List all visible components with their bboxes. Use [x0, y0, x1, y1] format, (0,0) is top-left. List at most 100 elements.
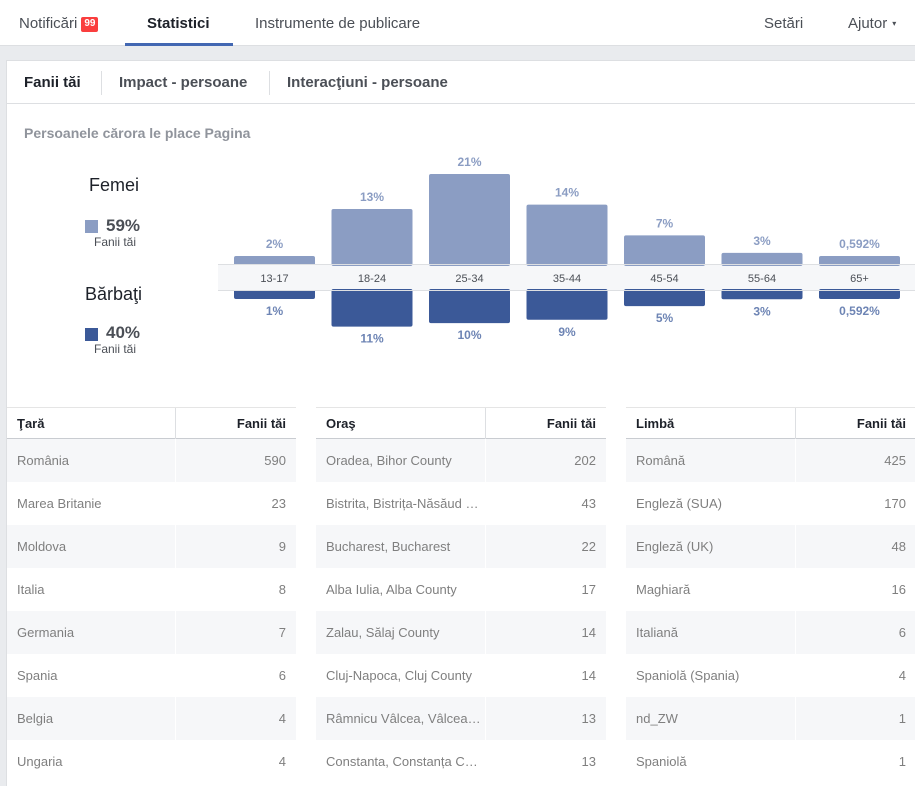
male-bar[interactable] [819, 289, 900, 299]
age-band-overlay [218, 264, 915, 291]
age-tick-label: 25-34 [455, 273, 483, 285]
female-swatch [85, 220, 98, 233]
female-bar[interactable] [526, 204, 608, 266]
people-subtabs: Fanii tăi Impact - persoane Interacţiuni… [7, 61, 915, 104]
male-bar-label: 1% [266, 304, 284, 318]
male-bar[interactable] [721, 289, 803, 300]
fan-count: 6 [898, 625, 906, 640]
male-bar[interactable] [526, 289, 608, 320]
tab-insights[interactable]: Statistici [147, 15, 210, 32]
female-bar-label: 14% [555, 186, 579, 200]
age-tick-label: 55-64 [748, 273, 776, 285]
table-header: Ţară Fanii tăi [7, 407, 296, 439]
active-tab-indicator [125, 43, 233, 46]
male-bar[interactable] [331, 289, 413, 327]
city-column-header[interactable]: Oraş [326, 416, 356, 431]
male-bar[interactable] [234, 289, 315, 299]
table-body: România 590 Marea Britanie 23 Moldova 9 Italia… [7, 439, 296, 783]
language-name: Maghiară [636, 582, 691, 597]
fan-count: 202 [574, 453, 596, 468]
country-column-header[interactable]: Ţară [17, 416, 45, 431]
section-title: Persoanele cărora le place Pagina [24, 125, 251, 141]
female-bar-label: 13% [360, 190, 384, 204]
female-bar[interactable] [234, 256, 315, 266]
help-menu[interactable]: Ajutor ▾ [848, 0, 896, 46]
column-divider [795, 482, 796, 525]
fan-count: 425 [884, 453, 906, 468]
language-table: Limbă Fanii tăi Română 425 Engleză (SUA) 170 E… [626, 407, 915, 786]
female-bar[interactable] [624, 235, 705, 266]
country-name: Ungaria [17, 754, 63, 769]
column-divider [485, 697, 486, 740]
table-row: Spaniolă 1 [626, 740, 915, 783]
city-name: Râmnicu Vâlcea, Vâlcea County [326, 711, 481, 726]
city-name: Zalau, Sălaj County [326, 625, 440, 640]
fan-count: 23 [271, 496, 286, 511]
top-navigation: Notificări 99 Statistici Instrumente de p… [0, 0, 915, 46]
notifications-badge: 99 [81, 17, 99, 32]
column-divider [485, 654, 486, 697]
male-swatch [85, 328, 98, 341]
city-name: Alba Iulia, Alba County [326, 582, 457, 597]
table-row: Belgia 4 [7, 697, 296, 740]
female-bar[interactable] [429, 174, 510, 266]
subtab-people-engaged[interactable]: Interacţiuni - persoane [287, 74, 448, 91]
fan-count: 1 [898, 711, 906, 726]
fans-column-header[interactable]: Fanii tăi [236, 416, 286, 431]
language-name: Italiană [636, 625, 678, 640]
subtab-your-fans[interactable]: Fanii tăi [24, 74, 81, 91]
country-name: Belgia [17, 711, 54, 726]
fans-column-header[interactable]: Fanii tăi [546, 416, 596, 431]
fans-column-header[interactable]: Fanii tăi [856, 416, 906, 431]
city-name: Bucharest, Bucharest [326, 539, 451, 554]
language-name: Spaniolă (Spania) [636, 668, 740, 683]
table-row: Cluj-Napoca, Cluj County 14 [316, 654, 606, 697]
country-name: Italia [17, 582, 45, 597]
female-bar-label: 0,592% [839, 237, 880, 251]
fan-count: 16 [891, 582, 906, 597]
column-divider [175, 439, 176, 482]
table-row: Ungaria 4 [7, 740, 296, 783]
country-name: Spania [17, 668, 58, 683]
table-row: Marea Britanie 23 [7, 482, 296, 525]
female-bar[interactable] [721, 252, 803, 266]
table-row: Zalau, Sălaj County 14 [316, 611, 606, 654]
subtab-people-reached[interactable]: Impact - persoane [119, 74, 248, 91]
table-row: Constanta, Constanța County 13 [316, 740, 606, 783]
column-divider [485, 611, 486, 654]
male-bar-label: 10% [457, 328, 481, 342]
tab-notifications[interactable]: Notificări 99 [19, 0, 99, 46]
table-body: Română 425 Engleză (SUA) 170 Engleză (UK) 48 M… [626, 439, 915, 783]
table-row: Oradea, Bihor County 202 [316, 439, 606, 482]
table-row: Bistrita, Bistrița-Năsăud County 43 [316, 482, 606, 525]
age-tick-label: 45-54 [650, 273, 678, 285]
tab-notifications-label: Notificări [19, 15, 78, 32]
fan-count: 1 [898, 754, 906, 769]
tab-publishing-tools[interactable]: Instrumente de publicare [255, 15, 421, 32]
caret-down-icon: ▾ [892, 19, 897, 28]
table-header: Limbă Fanii tăi [626, 407, 915, 439]
age-tick-label: 18-24 [358, 273, 386, 285]
female-percentage: 59% [106, 216, 141, 235]
city-table: Oraş Fanii tăi Oradea, Bihor County 202 Bist… [316, 407, 606, 786]
female-bar[interactable] [331, 209, 413, 266]
table-row: Română 425 [626, 439, 915, 482]
country-name: Moldova [17, 539, 67, 554]
male-bar[interactable] [429, 289, 510, 324]
column-divider [795, 654, 796, 697]
female-title: Femei [89, 175, 140, 195]
table-row: nd_ZW 1 [626, 697, 915, 740]
country-name: Germania [17, 625, 75, 640]
city-name: Constanta, Constanța County [326, 754, 481, 769]
tab-settings[interactable]: Setări [764, 15, 804, 32]
subtab-divider [101, 71, 102, 95]
male-bar[interactable] [624, 289, 705, 307]
column-divider [795, 611, 796, 654]
fan-count: 13 [581, 754, 596, 769]
language-column-header[interactable]: Limbă [636, 416, 675, 431]
male-bar-label: 5% [656, 311, 674, 325]
column-divider [485, 740, 486, 783]
male-bar-label: 11% [360, 332, 384, 346]
female-bar[interactable] [819, 256, 900, 266]
fan-count: 17 [581, 582, 596, 597]
